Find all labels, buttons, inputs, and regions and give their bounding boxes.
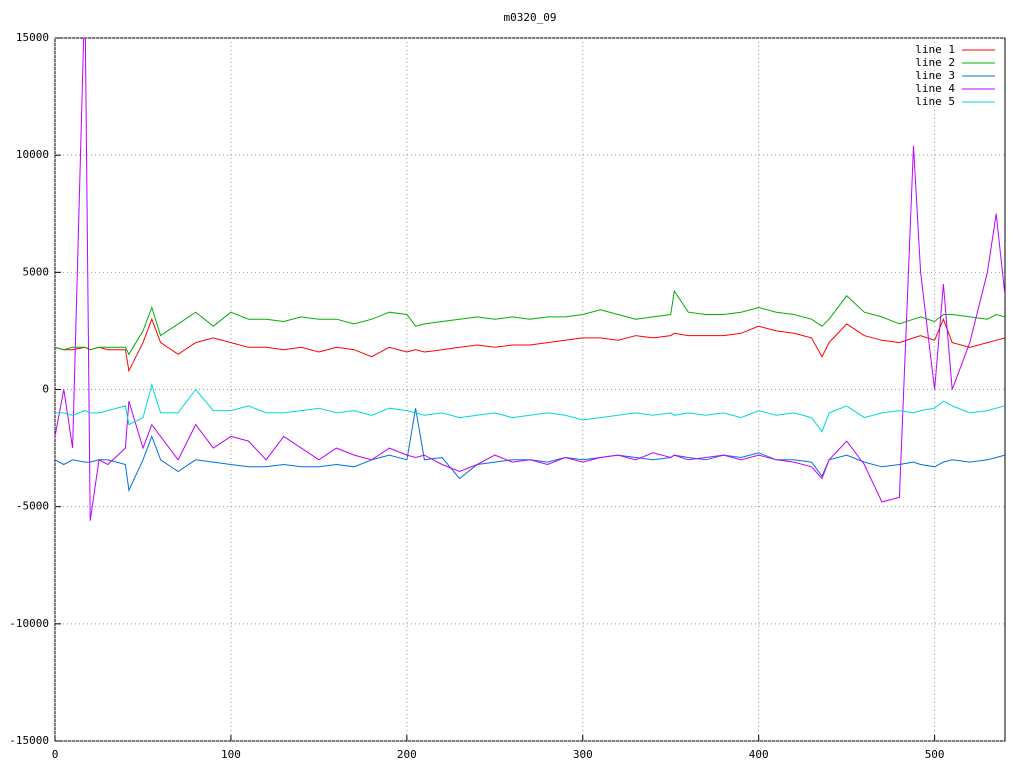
- x-tick-label: 100: [221, 748, 241, 761]
- y-tick-label: 5000: [23, 265, 50, 278]
- legend-label: line 4: [915, 82, 955, 95]
- series-line: [55, 383, 1005, 433]
- legend-label: line 2: [915, 56, 955, 69]
- y-tick-label: 15000: [16, 31, 49, 44]
- y-tick-label: -5000: [16, 500, 49, 513]
- x-tick-label: 200: [397, 748, 417, 761]
- x-tick-label: 300: [573, 748, 593, 761]
- y-tick-label: 0: [42, 383, 49, 396]
- x-tick-label: 400: [749, 748, 769, 761]
- series-line: [55, 408, 1005, 493]
- series-line: [55, 289, 1005, 356]
- y-tick-label: 10000: [16, 148, 49, 161]
- plot-frame: [54, 37, 1006, 742]
- chart-title: m0320_09: [504, 11, 557, 24]
- legend-label: line 3: [915, 69, 955, 82]
- legend-label: line 1: [915, 43, 955, 56]
- y-tick-label: -15000: [9, 734, 49, 747]
- y-tick-label: -10000: [9, 617, 49, 630]
- x-tick-label: 500: [925, 748, 945, 761]
- series-line: [55, 317, 1005, 373]
- legend-label: line 5: [915, 95, 955, 108]
- series-line: [55, 38, 1005, 521]
- x-tick-label: 0: [52, 748, 59, 761]
